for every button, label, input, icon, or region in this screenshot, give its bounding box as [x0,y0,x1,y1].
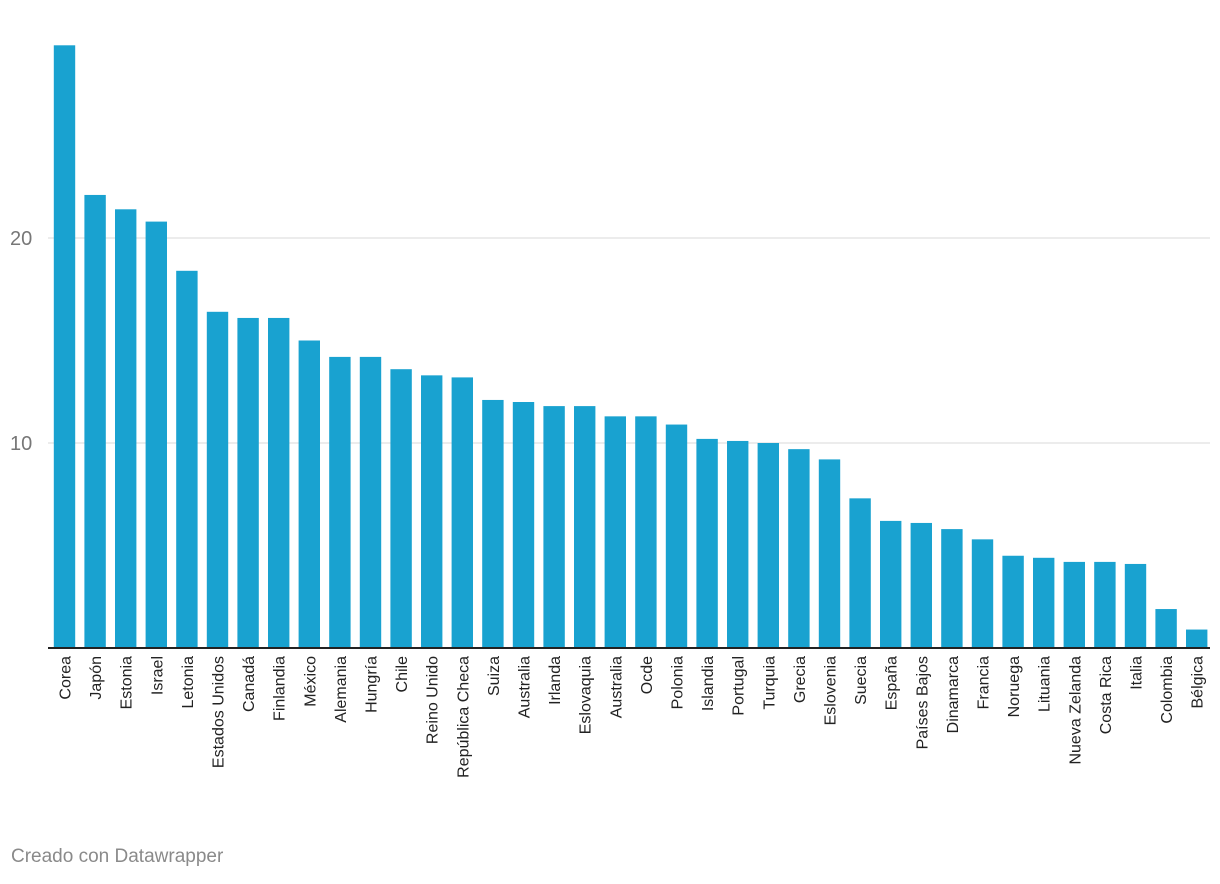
bar-7 [268,317,290,648]
x-category-label-6: Canadá [241,656,258,712]
bar-14 [482,399,504,648]
x-category-label-36: Colombia [1159,656,1176,724]
x-category-label-23: Turquia [761,656,778,710]
x-category-label-28: Países Bajos [914,656,931,749]
x-category-label-17: Eslovaquia [578,656,595,734]
credit-text: Creado con Datawrapper [11,846,224,867]
x-category-label-13: República Checa [455,656,472,778]
bar-18 [604,416,626,648]
x-category-label-5: Estados Unidos [211,656,228,768]
x-category-label-34: Costa Rica [1098,656,1115,734]
x-category-label-33: Nueva Zelanda [1067,656,1084,765]
bar-10 [359,356,382,648]
x-category-label-10: Hungría [364,656,381,713]
x-category-label-15: Australia [517,656,534,718]
x-category-label-4: Letonia [180,656,197,709]
x-category-label-30: Francia [976,656,993,709]
bar-5 [206,311,229,648]
bar-19 [635,416,657,648]
bar-17 [574,406,596,648]
bar-2 [115,209,137,649]
x-category-label-31: Noruega [1006,656,1023,717]
bar-24 [788,449,810,648]
x-category-label-18: Australia [608,656,625,718]
x-category-label-14: Suiza [486,656,503,696]
x-category-label-3: Israel [149,656,166,695]
bar-15 [512,402,535,648]
x-category-label-37: Bélgica [1190,656,1207,709]
bar-0 [53,45,76,649]
x-category-label-12: Reino Unido [425,656,442,744]
x-category-label-1: Japón [88,656,105,700]
x-category-label-21: Islandia [700,656,717,711]
bar-12 [421,375,443,648]
bar-3 [145,221,167,648]
bar-23 [757,443,779,648]
bar-9 [329,356,351,648]
bar-1 [84,194,106,648]
bar-32 [1033,557,1055,648]
bars [53,45,1208,649]
bar-21 [696,438,718,648]
x-category-label-0: Corea [58,656,75,700]
bar-29 [941,529,963,648]
x-category-label-16: Irlanda [547,656,564,705]
bar-26 [849,498,871,648]
bar-25 [818,459,841,648]
x-category-label-24: Grecia [792,656,809,703]
bar-20 [665,424,688,648]
x-category-label-22: Portugal [731,656,748,716]
x-category-labels: Corea Japón Estonia Israel Letonia Estados Un… [58,656,1207,778]
bar-37 [1186,629,1208,648]
x-category-label-8: México [302,656,319,707]
y-tick-labels: 10 20 [10,228,32,455]
bar-28 [910,522,932,648]
x-category-label-2: Estonia [119,656,136,709]
bar-33 [1063,561,1085,648]
bar-27 [880,520,902,648]
x-category-label-9: Alemania [333,656,350,723]
x-category-label-25: Eslovenia [823,656,840,725]
x-category-label-32: Lituania [1037,656,1054,712]
x-category-label-35: Italia [1129,656,1146,690]
x-category-label-7: Finlandia [272,656,289,721]
bar-16 [543,406,565,648]
x-category-label-20: Polonia [670,656,687,709]
bar-11 [390,369,412,648]
y-tick-label-20: 20 [10,228,32,250]
bar-4 [176,270,198,648]
bar-30 [971,539,994,648]
x-category-label-29: Dinamarca [945,656,962,733]
x-category-label-26: Suecia [853,656,870,705]
bar-36 [1155,609,1177,648]
bar-13 [451,377,473,648]
x-category-label-27: España [884,656,901,710]
x-category-label-11: Chile [394,656,411,693]
bar-8 [298,340,320,648]
bar-31 [1002,555,1024,648]
x-category-label-19: Ocde [639,656,656,694]
bar-22 [727,440,749,648]
bar-6 [237,317,259,648]
bar-34 [1094,561,1116,648]
y-tick-label-10: 10 [10,433,32,455]
bar-35 [1124,563,1147,648]
